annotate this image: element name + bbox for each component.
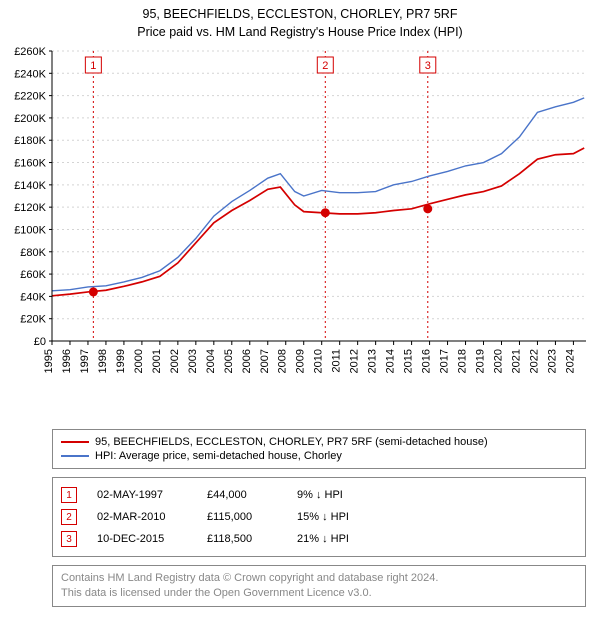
title-line-2: Price paid vs. HM Land Registry's House …: [0, 24, 600, 42]
svg-text:2017: 2017: [439, 349, 451, 373]
svg-text:2000: 2000: [133, 349, 145, 373]
svg-text:£80K: £80K: [20, 247, 46, 259]
svg-text:£60K: £60K: [20, 269, 46, 281]
svg-text:2002: 2002: [169, 349, 181, 373]
svg-text:£200K: £200K: [14, 113, 46, 125]
event-price: £118,500: [207, 533, 277, 545]
svg-text:2001: 2001: [151, 349, 163, 373]
svg-text:2023: 2023: [546, 349, 558, 373]
event-pct: 9% ↓ HPI: [297, 489, 343, 501]
svg-text:1999: 1999: [115, 349, 127, 373]
svg-text:2: 2: [322, 60, 328, 72]
svg-text:2011: 2011: [331, 349, 343, 373]
svg-text:2009: 2009: [295, 349, 307, 373]
svg-text:2008: 2008: [277, 349, 289, 373]
legend-swatch: [61, 441, 89, 443]
legend-item: 95, BEECHFIELDS, ECCLESTON, CHORLEY, PR7…: [61, 435, 577, 449]
event-row: 2 02-MAR-2010 £115,000 15% ↓ HPI: [61, 506, 577, 528]
svg-text:2019: 2019: [475, 349, 487, 373]
svg-text:£140K: £140K: [14, 180, 46, 192]
svg-text:£160K: £160K: [14, 158, 46, 170]
legend-label: 95, BEECHFIELDS, ECCLESTON, CHORLEY, PR7…: [95, 436, 488, 448]
attribution-line-2: This data is licensed under the Open Gov…: [61, 586, 577, 601]
svg-text:2024: 2024: [564, 349, 576, 373]
title-line-1: 95, BEECHFIELDS, ECCLESTON, CHORLEY, PR7…: [0, 6, 600, 24]
svg-text:£20K: £20K: [20, 314, 46, 326]
event-price: £115,000: [207, 511, 277, 523]
svg-text:2016: 2016: [421, 349, 433, 373]
svg-text:1: 1: [90, 60, 96, 72]
event-row: 3 10-DEC-2015 £118,500 21% ↓ HPI: [61, 528, 577, 550]
event-date: 10-DEC-2015: [97, 533, 187, 545]
svg-text:£240K: £240K: [14, 68, 46, 80]
svg-text:£40K: £40K: [20, 291, 46, 303]
event-pct: 15% ↓ HPI: [297, 511, 349, 523]
svg-text:£260K: £260K: [14, 46, 46, 58]
event-row: 1 02-MAY-1997 £44,000 9% ↓ HPI: [61, 484, 577, 506]
svg-text:2020: 2020: [492, 349, 504, 373]
event-date: 02-MAR-2010: [97, 511, 187, 523]
svg-text:2018: 2018: [457, 349, 469, 373]
svg-text:1996: 1996: [61, 349, 73, 373]
legend: 95, BEECHFIELDS, ECCLESTON, CHORLEY, PR7…: [52, 429, 586, 469]
svg-text:2015: 2015: [403, 349, 415, 373]
svg-text:2003: 2003: [187, 349, 199, 373]
attribution-line-1: Contains HM Land Registry data © Crown c…: [61, 571, 577, 586]
svg-text:2014: 2014: [385, 349, 397, 373]
svg-text:2005: 2005: [223, 349, 235, 373]
attribution: Contains HM Land Registry data © Crown c…: [52, 565, 586, 607]
event-pct: 21% ↓ HPI: [297, 533, 349, 545]
line-chart: £0 £20K £40K £60K £80K £100K £120K £140K £160K £1…: [0, 43, 600, 421]
svg-text:£220K: £220K: [14, 91, 46, 103]
svg-text:£180K: £180K: [14, 135, 46, 147]
svg-text:£100K: £100K: [14, 224, 46, 236]
svg-text:3: 3: [425, 60, 431, 72]
legend-swatch: [61, 455, 89, 457]
legend-label: HPI: Average price, semi-detached house,…: [95, 450, 342, 462]
svg-text:1998: 1998: [97, 349, 109, 373]
event-date: 02-MAY-1997: [97, 489, 187, 501]
svg-text:2013: 2013: [367, 349, 379, 373]
svg-text:2012: 2012: [349, 349, 361, 373]
svg-text:1997: 1997: [79, 349, 91, 373]
svg-text:2006: 2006: [241, 349, 253, 373]
svg-text:2007: 2007: [259, 349, 271, 373]
svg-text:2021: 2021: [510, 349, 522, 373]
event-marker: 3: [61, 531, 77, 547]
svg-text:2004: 2004: [205, 349, 217, 373]
svg-text:1995: 1995: [43, 349, 55, 373]
event-price: £44,000: [207, 489, 277, 501]
chart-titles: 95, BEECHFIELDS, ECCLESTON, CHORLEY, PR7…: [0, 0, 600, 43]
legend-item: HPI: Average price, semi-detached house,…: [61, 449, 577, 463]
chart-area: £0 £20K £40K £60K £80K £100K £120K £140K £160K £1…: [0, 43, 600, 421]
events-table: 1 02-MAY-1997 £44,000 9% ↓ HPI 2 02-MAR-2010 £…: [52, 477, 586, 557]
svg-text:2010: 2010: [313, 349, 325, 373]
event-marker: 1: [61, 487, 77, 503]
event-marker: 2: [61, 509, 77, 525]
svg-text:£120K: £120K: [14, 202, 46, 214]
svg-text:£0: £0: [34, 336, 46, 348]
svg-text:2022: 2022: [528, 349, 540, 373]
